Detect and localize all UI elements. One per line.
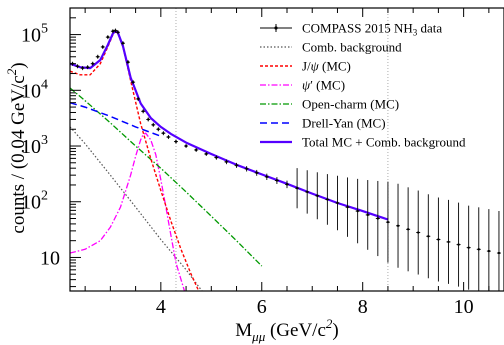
data-point: [467, 246, 470, 249]
x-tick-label: 8: [358, 296, 368, 318]
series-layer: [70, 28, 501, 291]
legend-entry-total: Total MC + Comb. background: [260, 135, 466, 150]
data-point: [245, 167, 248, 171]
x-tick-label: 4: [156, 296, 166, 318]
y-axis-title: counts / (0.04 GeV/c2): [4, 62, 29, 233]
series-dy-line: [70, 101, 162, 137]
data-point: [184, 144, 188, 148]
series-data: [70, 28, 501, 291]
data-point: [225, 160, 228, 164]
legend-entry-comb: Comb. background: [260, 40, 402, 55]
data-point: [366, 213, 369, 217]
data-point: [275, 179, 279, 182]
data-point: [406, 228, 410, 231]
y-tick-label: 102: [21, 189, 48, 214]
legend-entry-data: COMPASS 2015 NH3 data: [260, 21, 442, 38]
data-point: [121, 42, 125, 45]
data-point: [487, 249, 491, 253]
data-point: [356, 209, 359, 213]
data-point: [91, 62, 94, 65]
data-point: [96, 55, 99, 58]
y-tick-label: 104: [21, 77, 48, 102]
legend-label: COMPASS 2015 NH3 data: [302, 21, 442, 38]
data-point: [326, 198, 329, 201]
data-point: [162, 131, 165, 135]
data-point: [316, 194, 319, 197]
data-point: [106, 35, 110, 39]
legend-label: Open-charm (MC): [302, 97, 399, 112]
data-point: [305, 190, 309, 194]
data-point: [157, 128, 160, 131]
data-point: [76, 65, 79, 68]
data-point: [376, 217, 380, 220]
data-point: [101, 45, 105, 49]
data-point: [396, 224, 400, 227]
legend-entry-dy: Drell-Yan (MC): [260, 116, 386, 131]
data-point: [386, 220, 390, 224]
data-point: [235, 164, 238, 167]
legend-label: Comb. background: [302, 40, 402, 55]
legend-label: Drell-Yan (MC): [302, 116, 386, 131]
legend: COMPASS 2015 NH3 data Comb. background J/ψ…: [260, 21, 466, 150]
x-axis-ticks: 4 6 8 10: [84, 8, 490, 318]
series-total-line: [70, 30, 389, 221]
y-tick-label: 103: [21, 133, 48, 158]
data-point: [131, 80, 135, 84]
data-point: [86, 65, 89, 69]
data-point: [205, 152, 208, 156]
data-point: [427, 235, 430, 238]
data-point: [295, 186, 299, 190]
vertical-markers: [175, 8, 389, 291]
legend-entry-psip: ψ′ (MC): [260, 78, 345, 93]
data-point: [167, 135, 170, 139]
data-point: [255, 171, 258, 175]
data-point: [346, 205, 349, 209]
legend-entry-jpsi: J/ψ (MC): [260, 59, 351, 74]
data-point: [136, 97, 140, 101]
data-point: [116, 31, 120, 34]
legend-label: ψ′ (MC): [302, 78, 345, 93]
data-point: [336, 201, 339, 205]
data-point: [477, 248, 480, 251]
data-point: [147, 118, 150, 121]
x-tick-label: 6: [257, 296, 267, 318]
legend-label: J/ψ (MC): [302, 59, 351, 74]
data-point: [285, 183, 289, 186]
data-point: [437, 238, 440, 241]
data-point: [126, 60, 130, 64]
legend-label: Total MC + Comb. background: [302, 135, 466, 150]
data-point: [265, 175, 269, 179]
data-point: [215, 156, 218, 159]
y-axis-ticks: 10 102 103 104 105: [21, 7, 81, 288]
data-point: [457, 243, 460, 246]
series-psip-line: [70, 132, 186, 291]
x-axis-title: Mμμ (GeV/c2): [235, 316, 338, 344]
data-point: [174, 140, 178, 143]
legend-entry-charm: Open-charm (MC): [260, 97, 399, 112]
legend-swatch-dot: [274, 26, 278, 30]
data-point: [114, 29, 117, 32]
data-point: [141, 110, 145, 113]
data-point: [417, 231, 420, 234]
data-point: [497, 251, 501, 255]
data-point: [194, 148, 198, 152]
data-point: [152, 123, 155, 127]
data-point: [447, 240, 450, 244]
data-point: [81, 66, 84, 70]
y-tick-label: 10: [40, 247, 60, 269]
x-tick-label: 10: [454, 296, 474, 318]
y-tick-label: 105: [21, 22, 48, 47]
